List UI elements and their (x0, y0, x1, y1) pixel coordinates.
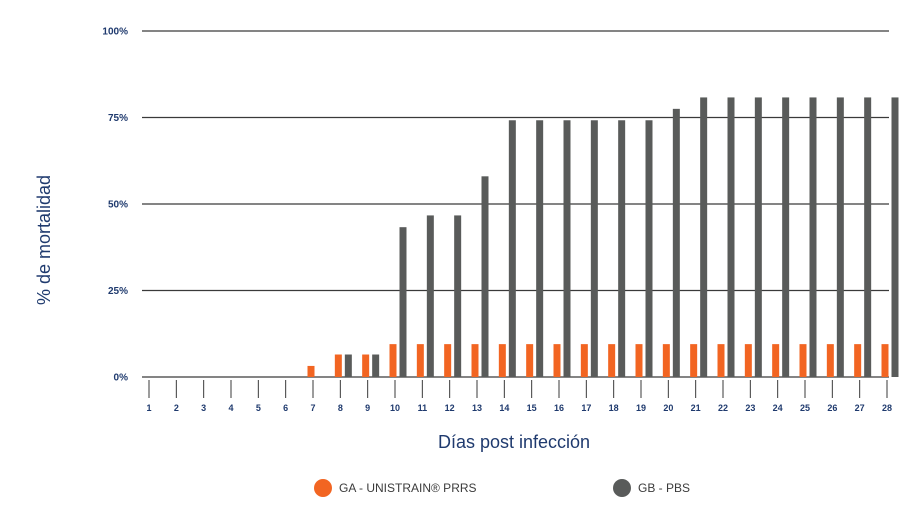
bar-ga-unistrain (444, 344, 452, 377)
x-tick-label: 2 (174, 403, 179, 413)
x-tick-label: 15 (527, 403, 537, 413)
bar-gb-pbs (836, 97, 844, 377)
x-tick-label: 24 (773, 403, 783, 413)
x-tick-label: 12 (445, 403, 455, 413)
bar-ga-unistrain (635, 344, 643, 377)
y-tick-label: 25% (108, 286, 128, 297)
bar-gb-pbs (864, 97, 872, 377)
bar-gb-pbs (782, 97, 790, 377)
bar-ga-unistrain (690, 344, 698, 377)
bar-gb-pbs (891, 97, 899, 377)
x-tick-label: 19 (636, 403, 646, 413)
bar-gb-pbs (344, 354, 352, 377)
bar-ga-unistrain (471, 344, 479, 377)
x-tick-label: 16 (554, 403, 564, 413)
x-tick-label: 23 (745, 403, 755, 413)
legend-label: GB - PBS (638, 481, 690, 495)
bar-ga-unistrain (744, 344, 752, 377)
bar-ga-unistrain (854, 344, 862, 377)
bar-gb-pbs (372, 354, 380, 377)
bar-ga-unistrain (881, 344, 889, 377)
x-tick-label: 28 (882, 403, 892, 413)
bar-gb-pbs (536, 120, 544, 377)
x-tick-label: 11 (418, 403, 428, 413)
x-tick-label: 26 (827, 403, 837, 413)
legend: GA - UNISTRAIN® PRRS GB - PBS (314, 479, 690, 497)
bar-ga-unistrain (416, 344, 424, 377)
x-tick-label: 18 (609, 403, 619, 413)
bar-ga-unistrain (799, 344, 807, 377)
bar-gb-pbs (508, 120, 516, 377)
bar-gb-pbs (727, 97, 735, 377)
legend-label: GA - UNISTRAIN® PRRS (339, 481, 477, 495)
bar-gb-pbs (481, 176, 489, 377)
bar-gb-pbs (700, 97, 708, 377)
x-tick-label: 27 (855, 403, 865, 413)
x-tick-label: 13 (472, 403, 482, 413)
bar-ga-unistrain (662, 344, 670, 377)
x-tick-label: 3 (201, 403, 206, 413)
bar-ga-unistrain (389, 344, 397, 377)
x-tick-label: 17 (581, 403, 591, 413)
bar-gb-pbs (563, 120, 571, 377)
x-tick-label: 20 (663, 403, 673, 413)
bar-gb-pbs (672, 108, 680, 377)
bar-gb-pbs (618, 120, 626, 377)
bar-gb-pbs (754, 97, 762, 377)
bar-ga-unistrain (717, 344, 725, 377)
x-tick-label: 9 (365, 403, 370, 413)
x-axis-title: Días post infección (438, 432, 590, 452)
y-tick-label: 100% (102, 27, 128, 38)
legend-swatch (314, 479, 332, 497)
bar-ga-unistrain (826, 344, 834, 377)
legend-swatch (613, 479, 631, 497)
bar-ga-unistrain (498, 344, 506, 377)
bar-gb-pbs (645, 120, 653, 377)
x-tick-label: 8 (338, 403, 343, 413)
bar-ga-unistrain (334, 354, 342, 377)
y-tick-label: 75% (108, 113, 128, 124)
bar-gb-pbs (399, 227, 407, 377)
x-tick-label: 4 (228, 403, 233, 413)
x-tick-label: 1 (146, 403, 151, 413)
bar-ga-unistrain (553, 344, 561, 377)
x-tick-label: 21 (691, 403, 701, 413)
bar-gb-pbs (426, 215, 434, 377)
y-tick-label: 0% (114, 373, 129, 384)
bar-ga-unistrain (608, 344, 616, 377)
bar-ga-unistrain (307, 365, 315, 377)
bar-ga-unistrain (526, 344, 534, 377)
bar-gb-pbs (454, 215, 462, 377)
x-tick-label: 14 (499, 403, 509, 413)
y-tick-label: 50% (108, 200, 128, 211)
x-tick-label: 6 (283, 403, 288, 413)
bar-gb-pbs (590, 120, 598, 377)
bar-ga-unistrain (362, 354, 370, 377)
x-tick-label: 5 (256, 403, 261, 413)
x-tick-label: 7 (310, 403, 315, 413)
bar-gb-pbs (809, 97, 817, 377)
x-tick-label: 22 (718, 403, 728, 413)
bar-ga-unistrain (772, 344, 780, 377)
bar-ga-unistrain (580, 344, 588, 377)
x-tick-label: 10 (390, 403, 400, 413)
y-axis-title: % de mortalidad (34, 175, 54, 305)
x-tick-label: 25 (800, 403, 810, 413)
